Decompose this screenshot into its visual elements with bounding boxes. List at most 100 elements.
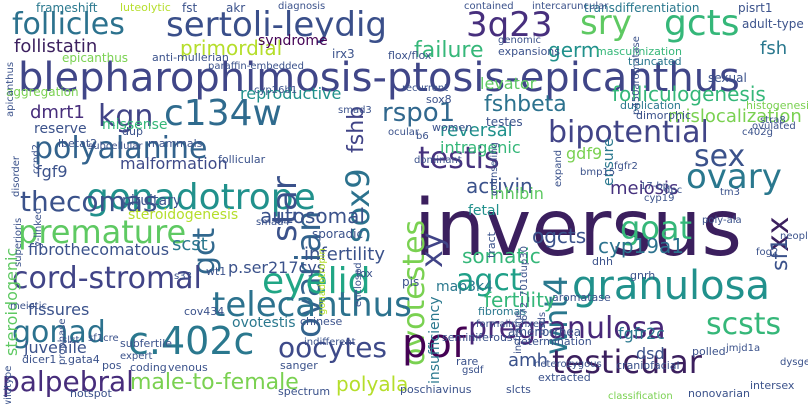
word: dsds (537, 311, 548, 335)
word: goat (620, 209, 693, 247)
word: superioris (13, 217, 24, 267)
word: fsh (760, 38, 788, 59)
word: gonadotrope (86, 177, 316, 218)
word: folliculogenesis (612, 82, 766, 106)
word: indifferent (304, 337, 356, 348)
word: reversal (440, 120, 513, 141)
word: fetal (468, 203, 500, 219)
word: fst (182, 1, 198, 15)
word: premature (18, 213, 187, 251)
word: dominant (414, 155, 462, 166)
word: fgfr2 (614, 161, 638, 172)
word: recurrent (402, 83, 449, 94)
word: subcellular (88, 141, 143, 152)
word: seminiferous (442, 331, 513, 344)
word: gata4 (68, 353, 100, 366)
word: gonad (12, 315, 106, 350)
word: fissures (28, 300, 90, 319)
word: truncated (628, 55, 682, 68)
word: anti-mullerian (152, 51, 229, 64)
word: scst (172, 234, 208, 255)
word: dpc (664, 185, 683, 196)
word: male-to-female (130, 370, 299, 395)
word: apicanthus (5, 61, 16, 117)
word: masculinization (596, 45, 682, 58)
word: intercaruncular (532, 1, 609, 12)
word: ovotestis (232, 315, 296, 331)
word: transdifferentiation (584, 1, 700, 15)
word: slct (62, 335, 80, 346)
word: extracted (538, 371, 591, 384)
word: diagnosis (278, 1, 326, 12)
word: gdf9 (566, 144, 603, 163)
word: flox/flox (388, 49, 432, 62)
word: follicles (12, 7, 125, 42)
word: wt1 (206, 265, 227, 278)
word: c134w (164, 93, 282, 134)
word: p450aromatase (631, 36, 642, 115)
word: s33 (174, 271, 192, 282)
word: akr (226, 1, 246, 15)
word: counseling (489, 142, 500, 196)
word: sexual (708, 71, 747, 85)
word: pof (402, 321, 466, 367)
word: tract (485, 232, 498, 258)
word: disorder (11, 155, 22, 197)
word: polyalanine (34, 131, 208, 166)
word: follistatin (14, 36, 98, 57)
word: fog2 (756, 247, 779, 258)
word: chinese (300, 315, 343, 328)
word: ogcts (532, 224, 587, 248)
word: dmrt1 (30, 102, 85, 123)
word: duplication (620, 99, 681, 112)
word: formalin-fixed (476, 319, 546, 330)
word: classification (608, 391, 673, 402)
word: y-linked (33, 207, 44, 247)
word: histogenesis (746, 99, 808, 112)
word: women (432, 121, 473, 134)
word: fibrothecomatous (28, 240, 170, 259)
word: adult-type (742, 17, 804, 31)
word: activin (466, 174, 533, 198)
word: wildtype (3, 365, 14, 404)
word: sertoli-leydig (166, 5, 387, 45)
word: pregranulosa (468, 311, 666, 346)
word: ocular (388, 127, 419, 138)
word: polyala (336, 372, 409, 396)
word: kgn (98, 99, 154, 134)
word: pis (402, 275, 420, 289)
word: fgfr2c (618, 324, 665, 343)
word: sporadic (312, 227, 364, 241)
word: smad3 (338, 105, 372, 116)
word: germ (548, 38, 601, 62)
word: pisrt1 (738, 1, 773, 15)
word: fox (356, 267, 373, 280)
word: bipotential (548, 115, 709, 150)
word: rare (456, 355, 479, 368)
word: contained (464, 1, 514, 12)
word: ovulated (752, 121, 796, 132)
word: testis (418, 141, 500, 176)
word: agct (456, 263, 522, 298)
word: p.ser217cys (228, 258, 326, 277)
word: cyp26b1 (254, 85, 298, 96)
word: c402g (742, 127, 773, 138)
word: dup (122, 125, 143, 138)
word: intragenic (440, 138, 521, 157)
word: bmp15 (580, 167, 616, 178)
word: fibromas (478, 305, 527, 318)
word: rspo1 (382, 98, 456, 128)
word: amenorrhea (508, 325, 582, 339)
word: subfertile (120, 337, 173, 350)
word: inhibin (490, 184, 544, 203)
word: pituitary (122, 193, 182, 209)
word: blepharophimosis-ptosis-epicanthus (18, 55, 740, 101)
word: mammals (148, 137, 203, 150)
word: fertility (484, 288, 556, 312)
word: heterozygous (534, 359, 602, 370)
word: inversus (414, 184, 743, 274)
word: juvenile (24, 338, 87, 357)
word: mislocalization (668, 106, 802, 127)
word: eyelid (262, 261, 371, 302)
word: lbetat2 (58, 137, 98, 150)
